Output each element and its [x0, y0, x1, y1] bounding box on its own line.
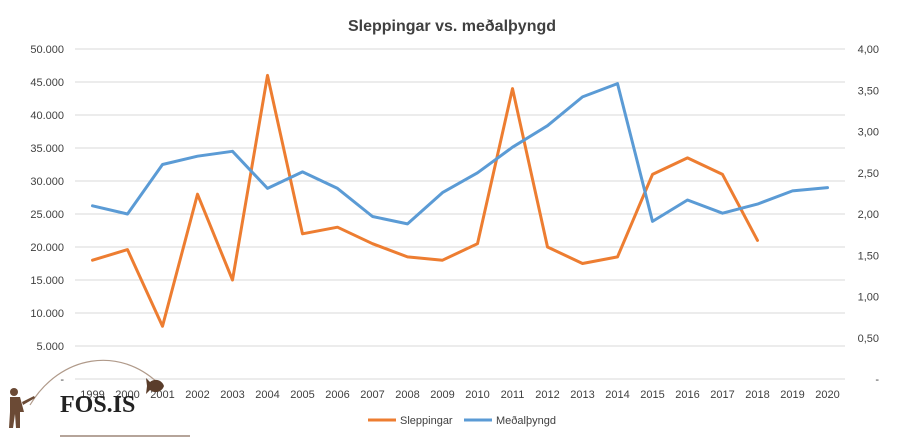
x-tick-label: 2010 [465, 389, 489, 401]
right-tick-label: 0,50 [858, 333, 879, 345]
x-tick-label: 2019 [780, 389, 804, 401]
series-line-meðalþyngd [91, 82, 829, 226]
x-tick-label: 1999 [80, 389, 104, 401]
x-tick-label: 2000 [115, 389, 139, 401]
legend: Sleppingar Meðalþyngd [368, 415, 556, 427]
left-tick-label: 20.000 [30, 242, 64, 254]
x-tick-label: 2007 [360, 389, 384, 401]
x-tick-label: 2017 [710, 389, 734, 401]
fishing-line [29, 359, 161, 406]
right-tick-label: 2,00 [858, 209, 879, 221]
x-tick-label: 2008 [395, 389, 419, 401]
x-tick-label: 2014 [605, 389, 629, 401]
right-tick-label: - [875, 374, 879, 386]
x-tick-label: 2012 [535, 389, 559, 401]
x-tick-label: 2018 [745, 389, 769, 401]
right-tick-label: 4,00 [858, 44, 879, 56]
x-tick-label: 2020 [815, 389, 839, 401]
left-tick-label: 35.000 [30, 143, 64, 155]
legend-label: Sleppingar [400, 415, 453, 427]
x-tick-label: 2013 [570, 389, 594, 401]
left-tick-label: 40.000 [30, 110, 64, 122]
watermark: FOS.IS [9, 359, 190, 437]
x-tick-label: 2002 [185, 389, 209, 401]
left-axis: - 5.000 10.000 15.000 20.000 25.000 30.000 35.0… [30, 44, 64, 386]
right-tick-label: 3,50 [858, 85, 879, 97]
left-tick-label: - [60, 374, 64, 386]
legend-label: Meðalþyngd [496, 415, 556, 427]
left-tick-label: 5.000 [36, 341, 64, 353]
left-tick-label: 30.000 [30, 176, 64, 188]
x-tick-label: 2005 [290, 389, 314, 401]
x-tick-label: 2006 [325, 389, 349, 401]
left-tick-label: 50.000 [30, 44, 64, 56]
right-tick-label: 3,00 [858, 127, 879, 139]
x-axis: 1999 2000 2001 2002 2003 2004 2005 2006 2007 2008… [80, 389, 839, 401]
right-tick-label: 2,50 [858, 168, 879, 180]
gridlines [75, 48, 845, 380]
fisherman-icon [9, 388, 35, 428]
left-tick-label: 45.000 [30, 77, 64, 89]
watermark-text: FOS.IS [60, 392, 135, 418]
right-tick-label: 1,50 [858, 250, 879, 262]
x-tick-label: 2009 [430, 389, 454, 401]
x-tick-label: 2016 [675, 389, 699, 401]
x-tick-label: 2015 [640, 389, 664, 401]
x-tick-label: 2011 [501, 389, 525, 401]
chart-title: Sleppingar vs. meðalþyngd [348, 18, 556, 35]
left-tick-label: 25.000 [30, 209, 64, 221]
series-line-sleppingar [91, 73, 759, 328]
series-lines [91, 73, 829, 328]
right-tick-label: 1,00 [858, 292, 879, 304]
right-axis: - 0,50 1,00 1,50 2,00 2,50 3,00 3,50 4,00 [858, 44, 880, 386]
x-tick-label: 2004 [255, 389, 279, 401]
x-tick-label: 2003 [220, 389, 244, 401]
left-tick-label: 10.000 [30, 308, 64, 320]
left-tick-label: 15.000 [30, 275, 64, 287]
fish-icon [146, 378, 164, 394]
